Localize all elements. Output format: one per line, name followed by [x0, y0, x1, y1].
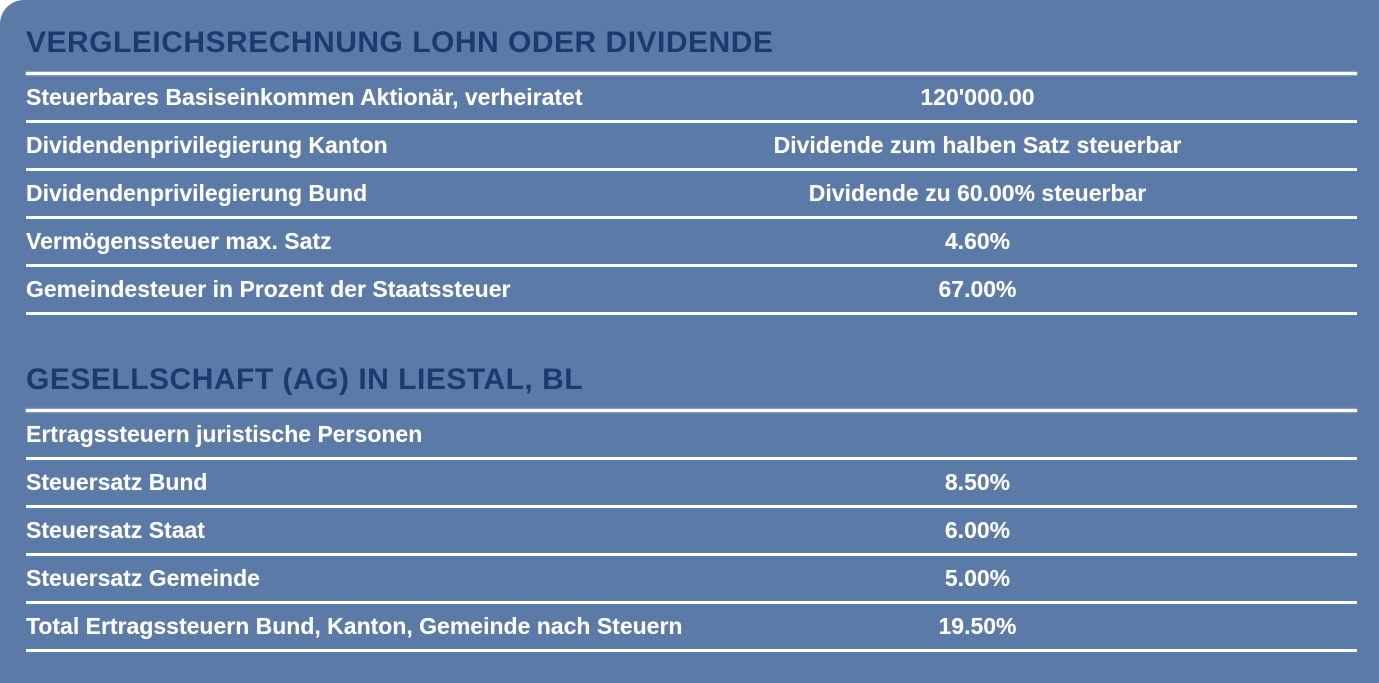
- row-value: 4.60%: [944, 228, 1011, 254]
- row-label: Steuersatz Bund: [26, 469, 208, 495]
- row-label: Total Ertragssteuern Bund, Kanton, Gemei…: [26, 613, 683, 639]
- section-gesellschaft: GESELLSCHAFT (AG) IN LIESTAL, BL Ertrags…: [26, 361, 1357, 652]
- table-row-gemeindesteuer: Gemeindesteuer in Prozent der Staatssteu…: [26, 267, 1357, 315]
- table-row-dividendenprivilegierung-kanton: Dividendenprivilegierung Kanton Dividend…: [26, 123, 1357, 171]
- section-vergleichsrechnung: VERGLEICHSRECHNUNG LOHN ODER DIVIDENDE S…: [26, 24, 1357, 315]
- row-value: 120'000.00: [920, 84, 1035, 110]
- row-value: Dividende zu 60.00% steuerbar: [808, 180, 1147, 206]
- row-value: 8.50%: [944, 469, 1011, 495]
- table-row-steuersatz-staat: Steuersatz Staat 6.00%: [26, 508, 1357, 556]
- row-label: Dividendenprivilegierung Bund: [26, 180, 368, 206]
- row-value: 6.00%: [944, 517, 1011, 543]
- row-label: Steuerbares Basiseinkommen Aktionär, ver…: [26, 84, 583, 110]
- table-row-dividendenprivilegierung-bund: Dividendenprivilegierung Bund Dividende …: [26, 171, 1357, 219]
- row-value: 5.00%: [944, 565, 1011, 591]
- table-row-vermoegenssteuer: Vermögenssteuer max. Satz 4.60%: [26, 219, 1357, 267]
- row-label: Gemeindesteuer in Prozent der Staatssteu…: [26, 276, 511, 302]
- section-title-gesellschaft: GESELLSCHAFT (AG) IN LIESTAL, BL: [26, 363, 584, 396]
- row-value: 67.00%: [938, 276, 1017, 302]
- row-label: Steuersatz Gemeinde: [26, 565, 260, 591]
- table-row-basiseinkommen: Steuerbares Basiseinkommen Aktionär, ver…: [26, 75, 1357, 123]
- table-row-total-ertragssteuern: Total Ertragssteuern Bund, Kanton, Gemei…: [26, 604, 1357, 652]
- row-value: Dividende zum halben Satz steuerbar: [773, 132, 1182, 158]
- title-divider: [26, 72, 1357, 75]
- row-value: 19.50%: [938, 613, 1017, 639]
- section-title-vergleichsrechnung: VERGLEICHSRECHNUNG LOHN ODER DIVIDENDE: [26, 26, 774, 59]
- table-row-steuersatz-bund: Steuersatz Bund 8.50%: [26, 460, 1357, 508]
- title-divider: [26, 409, 1357, 412]
- row-label: Vermögenssteuer max. Satz: [26, 228, 332, 254]
- row-label: Steuersatz Staat: [26, 517, 205, 543]
- row-label: Dividendenprivilegierung Kanton: [26, 132, 388, 158]
- table-row-steuersatz-gemeinde: Steuersatz Gemeinde 5.00%: [26, 556, 1357, 604]
- row-label: Ertragssteuern juristische Personen: [26, 421, 423, 447]
- table-row-ertragssteuern-subheading: Ertragssteuern juristische Personen: [26, 412, 1357, 460]
